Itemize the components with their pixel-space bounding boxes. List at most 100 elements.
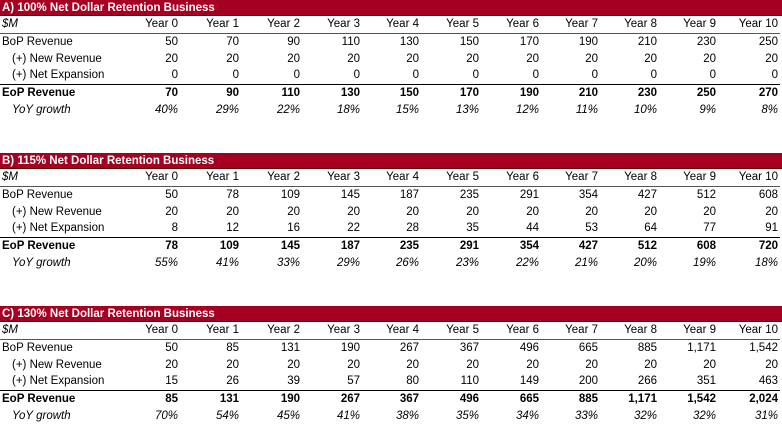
cell: 20 bbox=[466, 358, 479, 371]
row-label: (+) Net Expansion bbox=[12, 375, 105, 388]
cell: 665 bbox=[481, 389, 541, 407]
cell: 20 bbox=[703, 358, 716, 371]
cell: 427 bbox=[637, 188, 657, 201]
column-header: Year 1 bbox=[180, 16, 241, 34]
cell: 28 bbox=[406, 222, 419, 235]
column-header: Year 2 bbox=[241, 322, 302, 340]
cell: 22 bbox=[347, 222, 360, 235]
cell: 77 bbox=[703, 222, 716, 235]
row-label: EoP Revenue bbox=[0, 389, 120, 407]
cell: 45% bbox=[276, 409, 300, 422]
column-header: Year 7 bbox=[541, 322, 600, 340]
cell: 150 bbox=[459, 35, 479, 48]
cell: 131 bbox=[180, 389, 241, 407]
data-row: (+) Net Expansion 8 12 16 22 28 35 44 53 64 77 91 bbox=[0, 220, 780, 237]
cell: 109 bbox=[280, 188, 300, 201]
cell: 70 bbox=[226, 35, 239, 48]
cell: 20 bbox=[703, 52, 716, 65]
column-header: Year 5 bbox=[421, 169, 481, 187]
cell: 0 bbox=[709, 69, 716, 82]
cell: 20 bbox=[526, 358, 539, 371]
cell: 91 bbox=[765, 222, 778, 235]
cell: 145 bbox=[340, 188, 360, 201]
column-header: Year 5 bbox=[421, 322, 481, 340]
cell: 26 bbox=[226, 375, 239, 388]
row-label: EoP Revenue bbox=[0, 236, 120, 254]
data-row: EoP Revenue 78 109 145 187 235 291 354 427 512 608… bbox=[0, 236, 780, 254]
cell: 55% bbox=[154, 256, 178, 269]
column-header: Year 0 bbox=[120, 322, 180, 340]
cell: 23% bbox=[455, 256, 479, 269]
cell: 230 bbox=[600, 83, 659, 101]
unit-label: $M bbox=[0, 322, 120, 340]
header-row: $M Year 0 Year 1 Year 2 Year 3 Year 4 Year 5 Ye… bbox=[0, 169, 780, 187]
column-header: Year 9 bbox=[659, 322, 718, 340]
cell: 20 bbox=[526, 52, 539, 65]
cell: 1,171 bbox=[687, 341, 716, 354]
cell: 20 bbox=[347, 52, 360, 65]
data-row: EoP Revenue 70 90 110 130 150 170 190 210 230 250 2… bbox=[0, 83, 780, 101]
cell: 20 bbox=[347, 205, 360, 218]
cell: 145 bbox=[241, 236, 302, 254]
data-table: $M Year 0 Year 1 Year 2 Year 3 Year 4 Year 5 Ye… bbox=[0, 16, 780, 118]
column-header: Year 2 bbox=[241, 16, 302, 34]
cell: 130 bbox=[399, 35, 419, 48]
column-header: Year 0 bbox=[120, 169, 180, 187]
cell: 110 bbox=[341, 35, 360, 48]
table-section: B) 115% Net Dollar Retention Business $M Y… bbox=[0, 153, 782, 271]
cell: 20 bbox=[526, 205, 539, 218]
cell: 80 bbox=[406, 375, 419, 388]
data-row: (+) Net Expansion 15 26 39 57 80 110 149 200 266 3… bbox=[0, 373, 780, 390]
column-header: Year 8 bbox=[600, 322, 659, 340]
cell: 20 bbox=[765, 205, 778, 218]
column-header: Year 6 bbox=[481, 169, 541, 187]
cell: 267 bbox=[399, 341, 419, 354]
cell: 291 bbox=[421, 236, 481, 254]
cell: 351 bbox=[696, 375, 716, 388]
cell: 20% bbox=[633, 256, 657, 269]
column-header: Year 6 bbox=[481, 322, 541, 340]
cell: 0 bbox=[771, 69, 778, 82]
cell: 53 bbox=[585, 222, 598, 235]
cell: 1,542 bbox=[749, 341, 778, 354]
cell: 90 bbox=[180, 83, 241, 101]
cell: 200 bbox=[578, 375, 598, 388]
cell: 50 bbox=[165, 35, 178, 48]
cell: 70 bbox=[120, 83, 180, 101]
data-row: (+) New Revenue 20 20 20 20 20 20 20 20 20 20 20 bbox=[0, 50, 780, 67]
cell: 20 bbox=[287, 205, 300, 218]
cell: 0 bbox=[650, 69, 657, 82]
cell: 20 bbox=[765, 358, 778, 371]
cell: 31% bbox=[754, 409, 778, 422]
column-header: Year 2 bbox=[241, 169, 302, 187]
cell: 20 bbox=[226, 205, 239, 218]
cell: 33% bbox=[574, 409, 598, 422]
cell: 22% bbox=[276, 103, 300, 116]
cell: 50 bbox=[165, 341, 178, 354]
row-label: EoP Revenue bbox=[0, 83, 120, 101]
cell: 20 bbox=[585, 52, 598, 65]
cell: 20 bbox=[165, 205, 178, 218]
cell: 20 bbox=[644, 205, 657, 218]
cell: 8% bbox=[761, 103, 778, 116]
cell: 78 bbox=[120, 236, 180, 254]
cell: 20 bbox=[406, 358, 419, 371]
cell: 20 bbox=[703, 205, 716, 218]
row-label: (+) Net Expansion bbox=[12, 69, 105, 82]
cell: 32% bbox=[692, 409, 716, 422]
cell: 9% bbox=[699, 103, 716, 116]
cell: 109 bbox=[180, 236, 241, 254]
cell: 26% bbox=[395, 256, 419, 269]
cell: 20 bbox=[644, 52, 657, 65]
cell: 0 bbox=[532, 69, 539, 82]
cell: 11% bbox=[575, 103, 598, 116]
column-header: Year 3 bbox=[302, 16, 362, 34]
cell: 20 bbox=[226, 52, 239, 65]
cell: 267 bbox=[302, 389, 362, 407]
cell: 20 bbox=[585, 205, 598, 218]
cell: 15 bbox=[165, 375, 178, 388]
cell: 230 bbox=[696, 35, 716, 48]
cell: 18% bbox=[336, 103, 360, 116]
cell: 210 bbox=[541, 83, 600, 101]
column-header: Year 10 bbox=[718, 322, 780, 340]
